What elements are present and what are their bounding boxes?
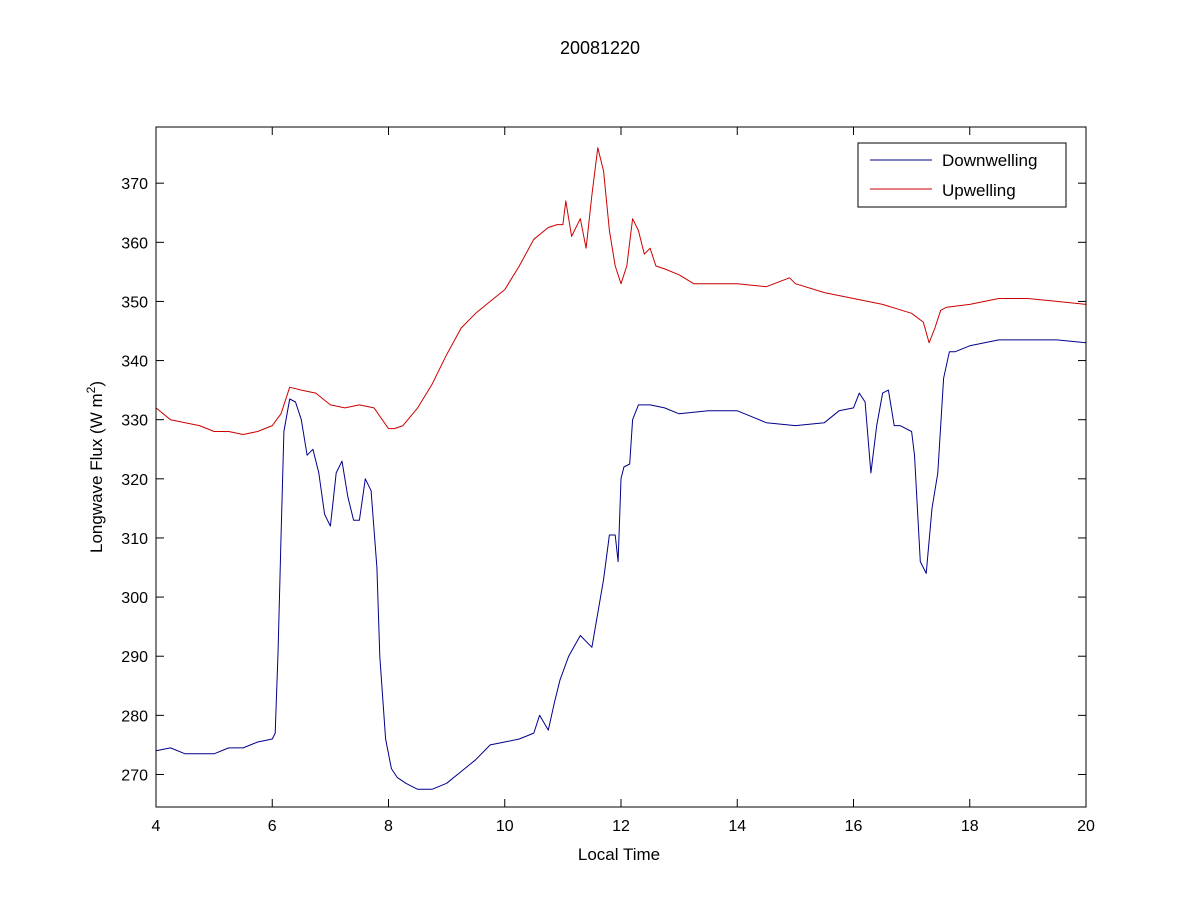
y-tick-label: 310 [121,531,148,548]
y-tick-label: 360 [121,235,148,252]
legend-box [857,142,1067,208]
y-axis-label: Longwave Flux (W m2) [84,381,106,553]
x-tick-label: 10 [496,818,514,835]
legend-label-upwelling: Upwelling [942,181,1016,200]
y-tick-label: 370 [121,176,148,193]
x-tick-label: 18 [961,818,979,835]
x-tick-label: 4 [152,818,161,835]
plot-area [156,127,1086,807]
series-layer [155,147,1087,790]
x-tick-label: 16 [845,818,863,835]
legend: Downwelling Upwelling [857,142,1067,208]
y-axis: 270 280 290 300 310 320 330 340 350 360 370 [121,176,1086,784]
x-tick-label: 8 [384,818,393,835]
x-tick-label: 14 [728,818,746,835]
series-line-upwelling [155,147,1087,435]
legend-label-downwelling: Downwelling [942,151,1037,170]
series-line-downwelling [155,339,1087,790]
y-tick-label: 340 [121,354,148,371]
x-tick-label: 20 [1077,818,1095,835]
y-tick-label: 270 [121,767,148,784]
y-tick-label: 320 [121,472,148,489]
y-axis-label-superscript: 2 [84,386,98,393]
y-tick-label: 330 [121,413,148,430]
chart-title: 20081220 [560,38,640,58]
x-axis: 4 6 8 10 12 14 16 18 20 [152,127,1095,835]
y-tick-label: 280 [121,708,148,725]
x-tick-label: 6 [268,818,277,835]
x-axis-label: Local Time [578,845,660,864]
x-tick-label: 12 [612,818,630,835]
y-axis-label-end: ) [87,381,106,387]
y-tick-label: 350 [121,294,148,311]
y-tick-label: 300 [121,590,148,607]
y-tick-label: 290 [121,649,148,666]
y-axis-label-main: Longwave Flux (W m [87,393,106,553]
